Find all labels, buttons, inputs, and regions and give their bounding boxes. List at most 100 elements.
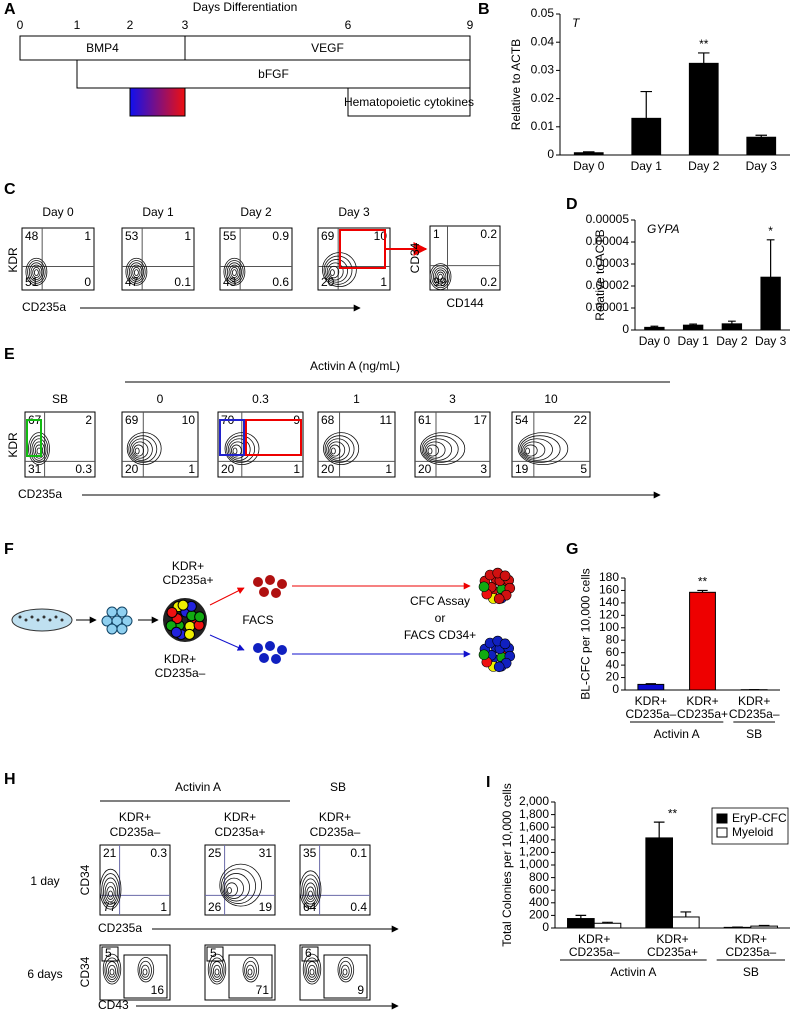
quadrant-value: 77 <box>103 900 117 914</box>
column-header: KDR+ <box>119 810 151 824</box>
y-tick-label: 1,400 <box>519 832 549 846</box>
y-tick-label: 400 <box>529 895 549 909</box>
bar <box>567 918 595 929</box>
contour <box>27 260 46 284</box>
contour <box>427 447 433 455</box>
population-label: KDR+ <box>164 652 196 666</box>
row-label: 6 days <box>27 967 62 981</box>
cell <box>106 606 118 618</box>
contour <box>106 961 118 980</box>
contour <box>421 435 459 463</box>
quadrant-value: 55 <box>223 229 237 243</box>
contour <box>131 441 149 459</box>
contour <box>104 881 117 903</box>
quadrant-value: 1 <box>385 462 392 476</box>
readout-label: or <box>435 611 446 625</box>
factor-box <box>76 59 471 89</box>
contour <box>102 953 122 985</box>
contour <box>308 890 313 898</box>
contour <box>142 968 148 976</box>
contour <box>230 444 242 457</box>
contour <box>107 964 117 978</box>
y-tick-label: 0.02 <box>531 91 555 105</box>
contour <box>309 968 315 976</box>
y-axis-label: Relative to ACTB <box>593 229 607 320</box>
contour <box>329 269 335 277</box>
gate <box>228 954 273 999</box>
contour <box>104 957 120 983</box>
quadrant-value: 69 <box>321 229 335 243</box>
cell <box>194 611 206 623</box>
contour <box>330 447 336 455</box>
legend-swatch <box>716 827 728 838</box>
contour <box>101 873 120 908</box>
y-tick-label: 0 <box>547 147 554 161</box>
plot-frame <box>99 844 171 916</box>
contour <box>242 956 260 983</box>
y-tick-label: 20 <box>606 670 620 684</box>
contour <box>327 441 346 459</box>
quadrant-value: 0.1 <box>350 846 367 860</box>
y-tick-label: 2,000 <box>519 794 549 808</box>
contour <box>325 259 349 283</box>
quadrant-value: 53 <box>125 229 139 243</box>
contour <box>227 887 232 894</box>
quadrant-value: 1 <box>188 462 195 476</box>
plot-frame <box>21 227 95 291</box>
x-tick-label: CD235a– <box>569 945 620 959</box>
cell <box>271 588 281 598</box>
legend-swatch <box>716 813 728 824</box>
contour <box>302 953 322 985</box>
contour <box>304 957 320 983</box>
contour <box>139 960 152 981</box>
y-tick-label: 100 <box>599 620 619 634</box>
legend-label: EryP-CFC <box>732 811 787 825</box>
x-tick-label: CD235a– <box>729 707 780 721</box>
plot-frame <box>121 227 195 291</box>
cell <box>36 618 40 622</box>
x-tick-label: Day 3 <box>755 334 787 348</box>
contour <box>324 435 355 463</box>
quadrant-value: 1 <box>84 229 91 243</box>
x-tick-label: KDR+ <box>656 932 688 946</box>
quadrant-value: 35 <box>303 846 317 860</box>
quadrant-value: 10 <box>374 229 388 243</box>
contour <box>306 886 315 900</box>
panel-label: C <box>4 181 16 198</box>
panel-label: B <box>478 1 490 18</box>
contour <box>304 882 317 903</box>
quadrant-value: 20 <box>221 462 235 476</box>
error-bar <box>728 320 736 324</box>
factor-box <box>184 35 471 61</box>
x-tick-label: CD235a+ <box>647 945 698 959</box>
gate <box>206 946 224 962</box>
quadrant-value: 69 <box>125 413 139 427</box>
contour <box>134 447 140 455</box>
error-bar <box>583 151 595 153</box>
contour <box>106 886 115 900</box>
y-tick-label: 1,800 <box>519 807 549 821</box>
population-label: CD235a– <box>155 666 206 680</box>
cell <box>259 653 269 663</box>
y-tick-label: 0.00002 <box>586 278 630 292</box>
bar <box>746 136 777 156</box>
y-tick-label: 1,600 <box>519 819 549 833</box>
contour <box>219 863 263 907</box>
contour <box>323 255 353 285</box>
x-tick-label: CD235a+ <box>677 707 728 721</box>
contour <box>244 960 257 981</box>
cell <box>253 643 263 653</box>
panel-label: H <box>4 771 16 788</box>
bar <box>644 326 665 331</box>
contour <box>32 266 41 278</box>
colony-cell <box>493 593 505 605</box>
x-tick-label: Day 0 <box>573 159 605 173</box>
factor-label: VEGF <box>311 41 344 55</box>
y-axis-label: Relative to ACTB <box>509 39 523 130</box>
contour <box>302 878 318 905</box>
axis-label: CD235a <box>18 487 62 501</box>
axis-label: CD235a <box>22 300 66 314</box>
quadrant-value: 0.9 <box>272 229 289 243</box>
significance: ** <box>699 37 709 51</box>
contour <box>326 262 344 281</box>
